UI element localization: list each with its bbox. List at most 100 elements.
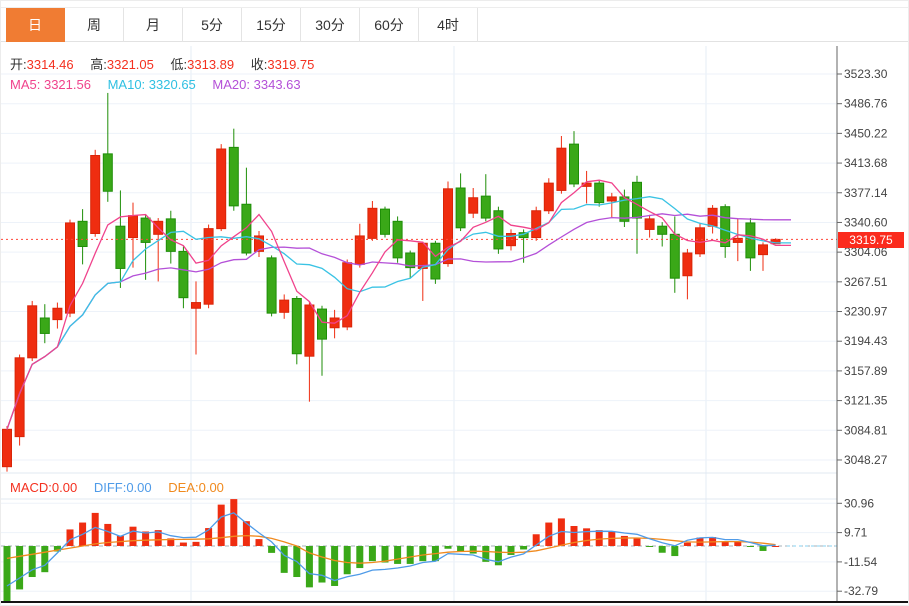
macd-bar bbox=[545, 522, 553, 546]
macd-bar bbox=[557, 518, 565, 546]
candle-body bbox=[644, 218, 655, 230]
macd-bar bbox=[268, 545, 276, 553]
high-label: 高: bbox=[90, 57, 107, 72]
macd-bar bbox=[66, 529, 74, 546]
tab-5min[interactable]: 5分 bbox=[183, 8, 242, 42]
macd-bar bbox=[444, 545, 452, 549]
ma5-label: MA5: bbox=[10, 77, 41, 92]
candle-body bbox=[52, 307, 63, 321]
macd-bar bbox=[394, 545, 402, 564]
macd-bar bbox=[280, 545, 288, 573]
macd-bar bbox=[318, 545, 326, 583]
diff-line bbox=[6, 512, 776, 587]
tab-60min[interactable]: 60分 bbox=[360, 8, 419, 42]
high-value: 3321.05 bbox=[106, 57, 154, 72]
candle-body bbox=[493, 210, 504, 250]
macd-legend-row: MACD:0.00 DIFF:0.00 DEA:0.00 bbox=[10, 480, 237, 495]
dea-label: DEA: bbox=[168, 480, 199, 495]
candle-body bbox=[27, 305, 38, 359]
macd-bar bbox=[53, 545, 61, 552]
macd-bar bbox=[457, 545, 465, 552]
ma5-line bbox=[6, 179, 791, 430]
tab-15min[interactable]: 15分 bbox=[242, 8, 301, 42]
macd-bar bbox=[406, 545, 414, 564]
macd-bar bbox=[331, 545, 339, 586]
macd-bar bbox=[3, 545, 11, 602]
ma-lines bbox=[6, 179, 791, 430]
candle-body bbox=[417, 242, 428, 269]
price-axis-label: 3523.30 bbox=[844, 67, 888, 81]
macd-bar bbox=[507, 545, 515, 555]
candle-body bbox=[745, 222, 756, 259]
macd-bar bbox=[91, 512, 99, 546]
price-axis-label: 3450.22 bbox=[844, 126, 888, 140]
candle-body bbox=[266, 257, 277, 314]
macd-bar bbox=[520, 545, 528, 550]
ohlc-row: 开:3314.46 高:3321.05 低:3313.89 收:3319.75 bbox=[10, 54, 327, 73]
candle-body bbox=[2, 428, 12, 468]
candle-body bbox=[14, 357, 25, 438]
macd-axis-label: -32.79 bbox=[844, 584, 878, 598]
macd-bar bbox=[532, 534, 540, 546]
macd-bar bbox=[343, 545, 351, 575]
price-axis-label: 3267.51 bbox=[844, 275, 888, 289]
tab-weekly[interactable]: 周 bbox=[65, 8, 124, 42]
candle-body bbox=[128, 215, 138, 239]
candle-body bbox=[732, 237, 743, 243]
macd-bar bbox=[179, 542, 187, 546]
macd-bar bbox=[620, 535, 628, 546]
ma20-value: 3343.63 bbox=[253, 77, 301, 92]
macd-bar bbox=[570, 525, 578, 546]
candle-body bbox=[203, 228, 214, 305]
macd-bar bbox=[759, 545, 767, 551]
tab-30min[interactable]: 30分 bbox=[301, 8, 360, 42]
candle-body bbox=[632, 181, 642, 219]
candle-body bbox=[115, 225, 126, 269]
candle-body bbox=[581, 182, 592, 187]
tab-monthly[interactable]: 月 bbox=[124, 8, 183, 42]
candle-body bbox=[216, 148, 227, 230]
macd-lines bbox=[6, 512, 837, 587]
macd-bar bbox=[683, 542, 691, 546]
macd-bar bbox=[595, 530, 603, 546]
price-chart-canvas[interactable]: 3523.30 3486.76 3450.22 3413.68 3377.14 3340.… bbox=[1, 42, 909, 606]
price-axis-label: 3157.89 bbox=[844, 364, 888, 378]
macd-bar bbox=[205, 528, 213, 546]
ma10-line bbox=[6, 196, 791, 430]
candle-body bbox=[191, 302, 201, 309]
macd-bar bbox=[658, 545, 666, 553]
candle-body bbox=[455, 187, 466, 229]
macd-bar bbox=[217, 504, 225, 546]
candle-body bbox=[594, 182, 605, 204]
candle-body bbox=[102, 153, 113, 192]
macd-bar bbox=[356, 545, 364, 569]
candle-body bbox=[241, 203, 252, 254]
candle-body bbox=[65, 222, 75, 314]
tab-daily[interactable]: 日 bbox=[6, 8, 65, 42]
price-axis-label: 3194.43 bbox=[844, 334, 888, 348]
macd-bar bbox=[255, 539, 263, 546]
candle-body bbox=[556, 147, 567, 191]
macd-bar bbox=[381, 545, 389, 563]
macd-bar bbox=[16, 545, 24, 590]
price-axis-label: 3340.60 bbox=[844, 215, 888, 229]
diff-label: DIFF: bbox=[93, 480, 127, 495]
candle-body bbox=[720, 206, 731, 247]
macd-bar bbox=[368, 545, 376, 562]
candle-body bbox=[430, 242, 441, 280]
tab-4hour[interactable]: 4时 bbox=[419, 8, 478, 42]
macd-bar bbox=[167, 538, 175, 546]
open-label: 开: bbox=[10, 57, 27, 72]
macd-bar bbox=[646, 545, 654, 547]
macd-bar bbox=[633, 538, 641, 546]
macd-bar bbox=[104, 523, 112, 546]
macd-bar bbox=[41, 545, 49, 573]
diff-value: 0.00 bbox=[126, 480, 152, 495]
candle-body bbox=[291, 297, 302, 355]
macd-bar bbox=[154, 530, 162, 546]
candle-body bbox=[606, 196, 617, 202]
price-axis: 3523.30 3486.76 3450.22 3413.68 3377.14 3340.… bbox=[836, 46, 888, 602]
candle-body bbox=[682, 252, 693, 277]
price-axis-label: 3304.06 bbox=[844, 245, 888, 259]
macd-bar bbox=[734, 541, 742, 546]
